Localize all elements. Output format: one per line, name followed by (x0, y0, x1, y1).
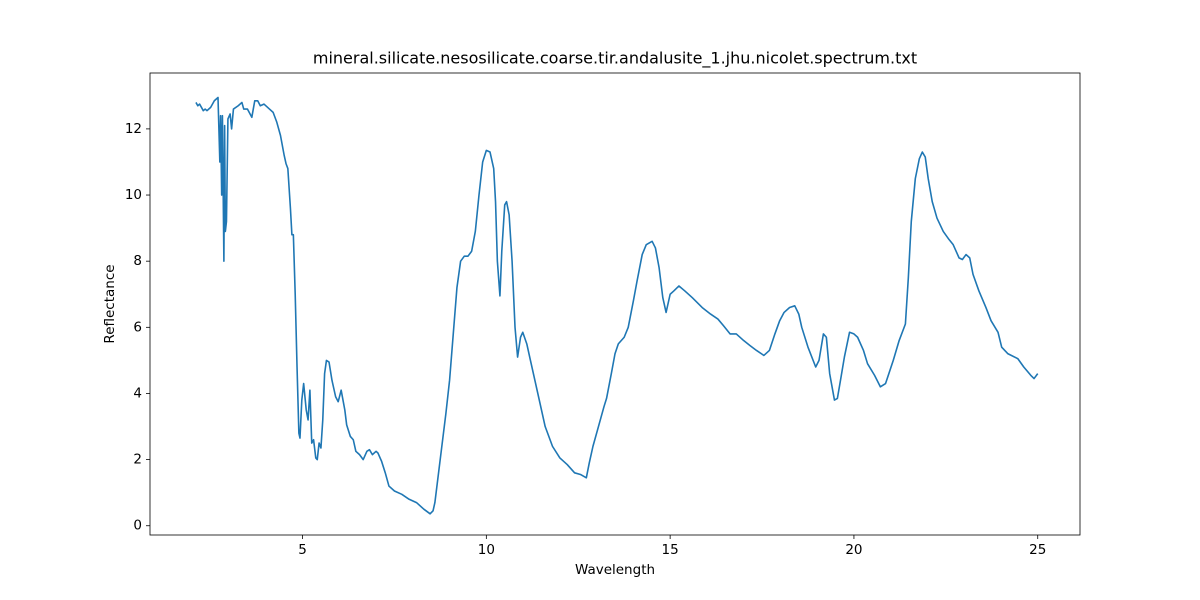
plot-frame (149, 72, 1081, 536)
y-tick-label: 6 (133, 319, 142, 335)
spectrum-line (195, 96, 1039, 515)
x-tick-label: 5 (298, 542, 307, 558)
y-axis-label: Reflectance (102, 264, 118, 343)
y-tick-label: 2 (133, 452, 142, 468)
y-tick-label: 4 (133, 385, 142, 401)
x-tick-label: 20 (845, 542, 862, 558)
x-axis-label: Wavelength (575, 562, 655, 578)
y-tick-label: 12 (125, 121, 142, 137)
y-tick-label: 10 (125, 187, 142, 203)
y-tick-label: 0 (133, 518, 142, 534)
chart-title: mineral.silicate.nesosilicate.coarse.tir… (313, 49, 917, 69)
y-tick-label: 8 (133, 253, 142, 269)
x-tick-label: 10 (478, 542, 495, 558)
x-tick-label: 25 (1029, 542, 1046, 558)
x-tick-label: 15 (662, 542, 679, 558)
